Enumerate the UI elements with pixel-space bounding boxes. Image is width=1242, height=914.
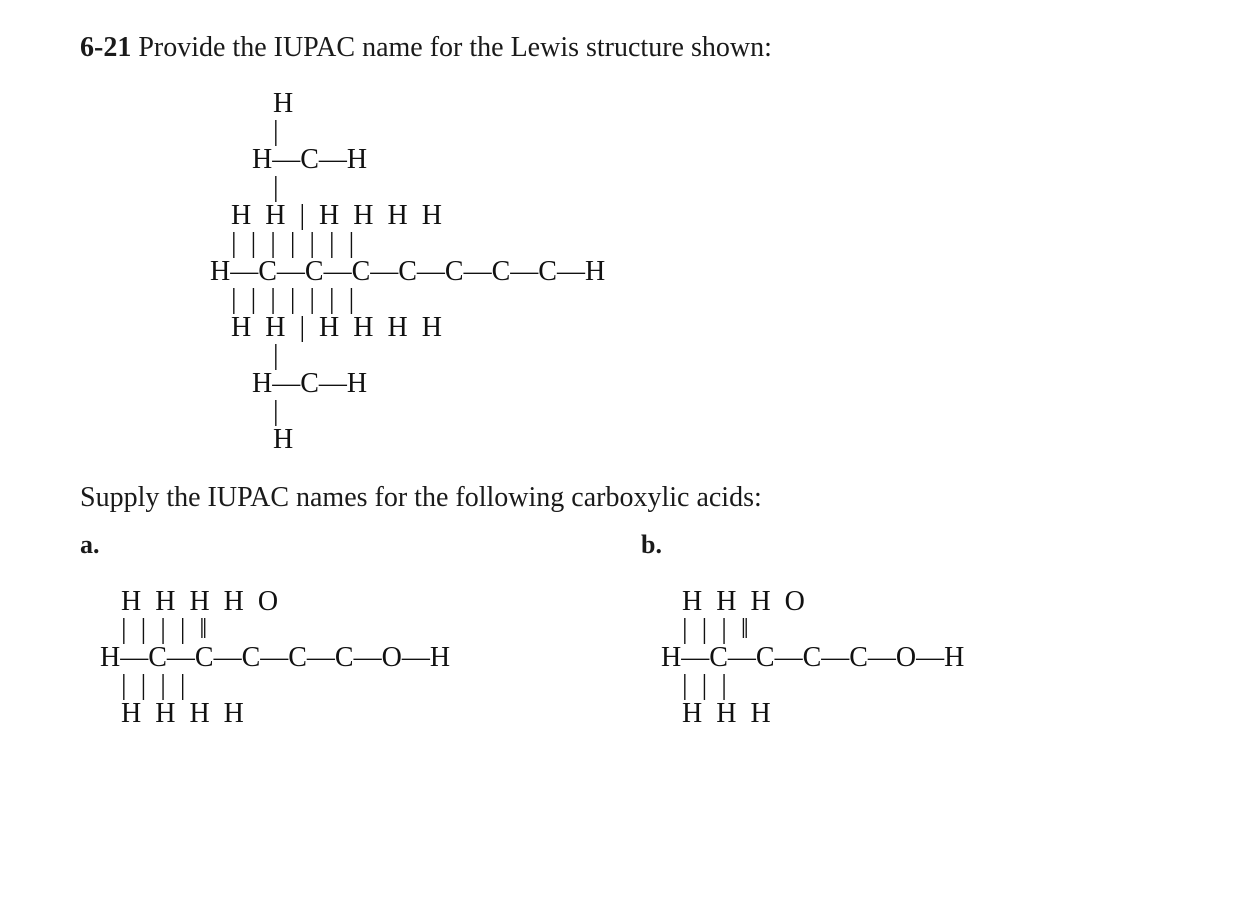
question-text: Provide the IUPAC name for the Lewis str…	[138, 32, 772, 63]
part-a: a. H H H H O | | | | ‖ H—C—C—C—C—C—O—H |…	[80, 530, 601, 756]
question-number: 6-21	[80, 32, 131, 63]
part-b-label: b.	[641, 530, 1162, 560]
part-a-label: a.	[80, 530, 601, 560]
parts-row: a. H H H H O | | | | ‖ H—C—C—C—C—C—O—H |…	[80, 530, 1162, 756]
subprompt: Supply the IUPAC names for the following…	[80, 482, 1162, 514]
lewis-structure-b: H H H O | | | ‖ H—C—C—C—C—O—H | | | H H …	[661, 588, 1162, 728]
lewis-structure-a: H H H H O | | | | ‖ H—C—C—C—C—C—O—H | | …	[100, 588, 601, 728]
question-prompt: 6-21 Provide the IUPAC name for the Lewi…	[80, 30, 1162, 66]
part-b: b. H H H O | | | ‖ H—C—C—C—C—O—H | | | H…	[641, 530, 1162, 756]
lewis-structure-main: H | H—C—H | H H | H H H H | | | | | | | …	[210, 90, 1162, 454]
